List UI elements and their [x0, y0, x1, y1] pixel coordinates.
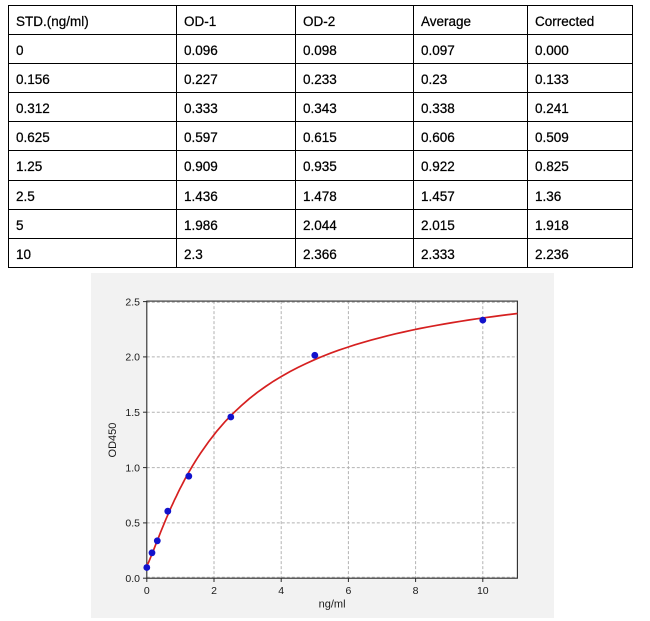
svg-text:0.0: 0.0	[125, 573, 140, 585]
svg-text:6: 6	[345, 585, 351, 597]
svg-text:2.0: 2.0	[125, 352, 140, 364]
svg-text:OD450: OD450	[107, 423, 119, 458]
svg-text:ng/ml: ng/ml	[319, 599, 346, 611]
svg-text:1.0: 1.0	[125, 462, 140, 474]
svg-text:4: 4	[278, 585, 284, 597]
svg-text:10: 10	[477, 585, 489, 597]
svg-text:0.5: 0.5	[125, 518, 140, 530]
svg-text:1.5: 1.5	[125, 407, 140, 419]
svg-text:8: 8	[413, 585, 419, 597]
svg-text:2: 2	[211, 585, 217, 597]
svg-text:2.5: 2.5	[125, 296, 140, 308]
svg-text:0: 0	[144, 585, 150, 597]
